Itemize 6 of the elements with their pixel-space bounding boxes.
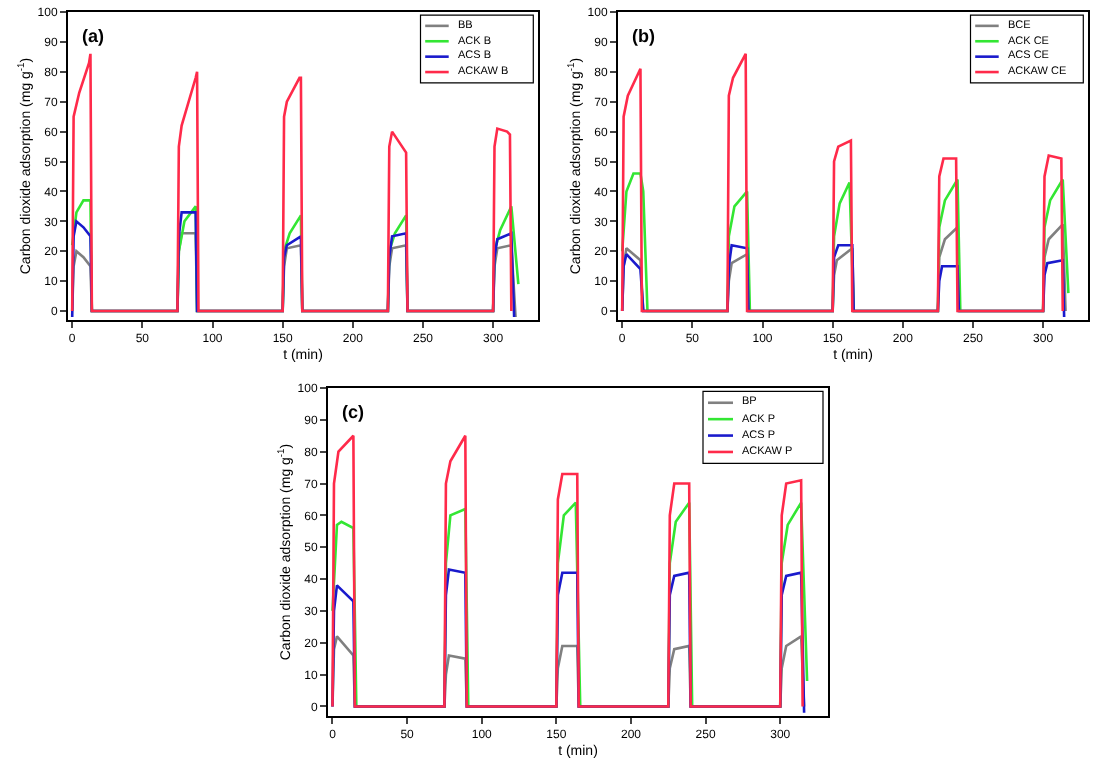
line-series bbox=[331, 434, 804, 708]
text: (a) bbox=[82, 26, 104, 46]
text: (c) bbox=[342, 402, 364, 422]
line-series bbox=[70, 52, 513, 313]
line-series bbox=[620, 52, 1065, 313]
text: (b) bbox=[632, 26, 655, 46]
